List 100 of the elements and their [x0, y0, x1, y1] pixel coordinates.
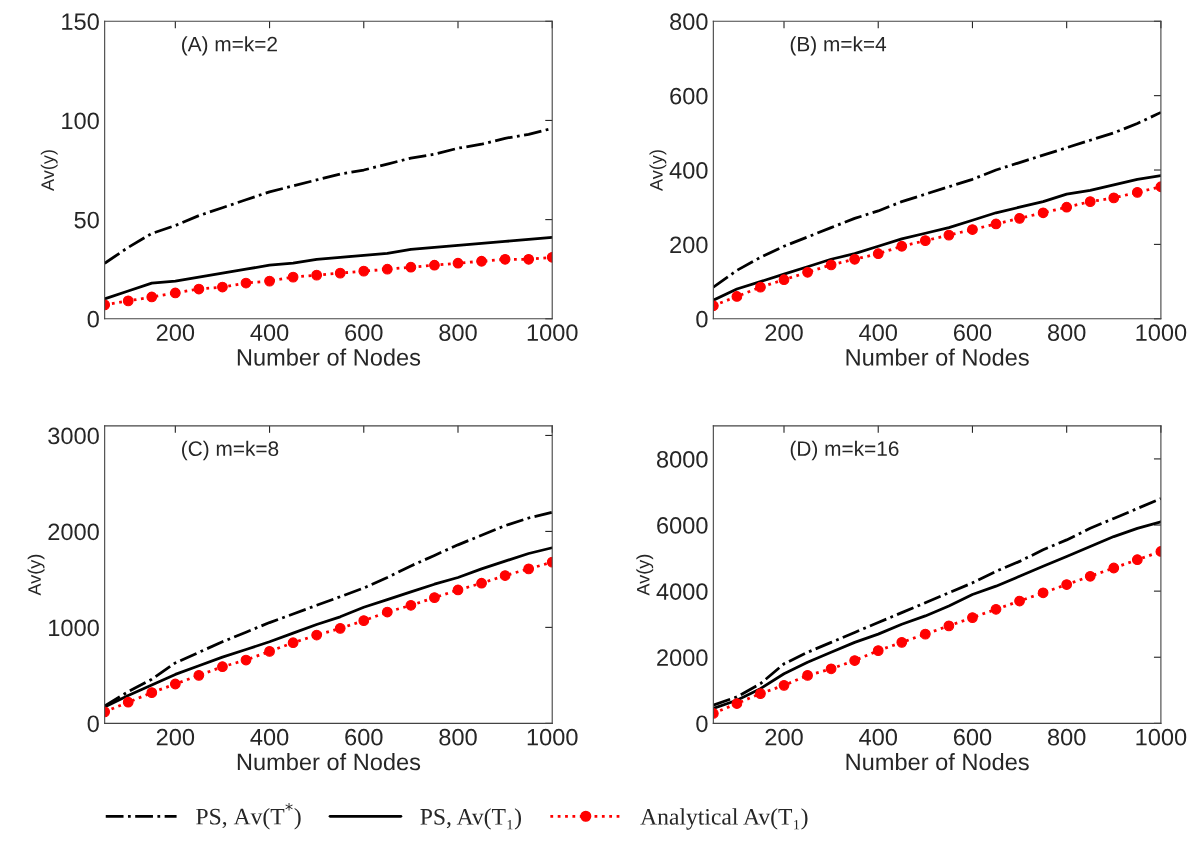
point	[1014, 212, 1025, 224]
x-tick-label: 600	[345, 324, 383, 341]
y-axis-title: Av(y)	[40, 150, 58, 191]
y-axis-title: Av(y)	[27, 554, 45, 596]
point	[943, 229, 955, 241]
point	[311, 269, 323, 281]
annotation: (D) m=k=16	[790, 440, 899, 461]
x-axis-title: Number of Nodes	[846, 753, 1029, 771]
point	[405, 599, 417, 611]
point	[825, 663, 837, 675]
point	[1037, 587, 1049, 599]
point	[311, 629, 323, 641]
y-tick-label: 150	[62, 13, 99, 31]
x-axis-title: Number of Nodes	[237, 348, 421, 366]
point	[287, 271, 299, 283]
point	[264, 646, 275, 657]
point	[755, 281, 766, 293]
point	[169, 287, 181, 299]
y-tick-label: 0	[87, 310, 99, 328]
point	[358, 265, 370, 277]
legend-label: PS, Av(T₁)	[420, 808, 521, 830]
point	[1014, 595, 1025, 607]
point	[1084, 570, 1096, 582]
y-tick-label: 8000	[656, 450, 708, 468]
y-tick-label: 6000	[657, 517, 708, 534]
point	[849, 253, 861, 265]
point	[755, 688, 766, 699]
y-tick-label: 2000	[48, 523, 99, 541]
point	[896, 240, 908, 252]
point	[146, 687, 158, 699]
x-tick-label: 800	[1048, 324, 1086, 341]
point	[872, 248, 884, 260]
y-tick-label: 4000	[656, 583, 708, 600]
point	[122, 295, 134, 307]
point	[967, 224, 978, 235]
point	[1131, 186, 1143, 198]
point	[240, 277, 252, 289]
point	[381, 606, 393, 618]
point	[429, 259, 440, 271]
y-tick-label: 400	[669, 162, 708, 179]
point	[802, 266, 813, 278]
annotation: (C) m=k=8	[182, 440, 279, 461]
x-tick-label: 400	[250, 324, 289, 341]
point	[169, 678, 181, 690]
y-tick-label: 0	[696, 310, 708, 328]
y-tick-label: 50	[74, 211, 99, 229]
point	[217, 281, 228, 293]
line-series	[713, 110, 1161, 289]
point	[1061, 579, 1073, 590]
point	[896, 636, 908, 648]
legend-label: PS, Av(T$^{*}$)	[196, 803, 301, 830]
point	[1037, 207, 1049, 219]
point	[217, 661, 228, 673]
point	[358, 615, 370, 627]
y-tick-label: 3000	[48, 427, 99, 445]
x-tick-label: 600	[953, 324, 992, 341]
y-axis-title: Av(y)	[649, 150, 667, 191]
y-tick-label: 0	[696, 715, 708, 733]
x-tick-label: 200	[765, 324, 803, 341]
point	[429, 592, 440, 604]
point	[778, 679, 790, 691]
point	[193, 669, 205, 681]
x-tick-label: 1000	[1136, 324, 1187, 341]
point	[731, 291, 743, 302]
point	[499, 570, 511, 581]
point	[146, 291, 158, 303]
x-tick-label: 600	[345, 728, 383, 746]
point	[381, 263, 393, 275]
annotation: (B) m=k=4	[790, 36, 887, 56]
point	[943, 620, 955, 632]
point	[1131, 554, 1143, 566]
legend-label: Analytical Av(T₁)	[640, 808, 808, 830]
x-tick-label: 1000	[527, 324, 578, 341]
point	[287, 637, 299, 649]
point	[334, 267, 346, 279]
y-tick-label: 800	[670, 13, 708, 31]
point	[193, 283, 205, 295]
point	[849, 655, 861, 666]
point	[802, 670, 813, 681]
point	[523, 253, 535, 265]
x-tick-label: 400	[250, 728, 289, 746]
y-tick-label: 600	[670, 87, 708, 105]
point	[1108, 192, 1120, 204]
point	[825, 259, 837, 271]
point	[990, 218, 1002, 230]
x-tick-label: 1000	[527, 728, 578, 746]
point	[499, 253, 511, 265]
y-tick-label: 100	[62, 112, 99, 130]
point	[967, 612, 978, 623]
x-tick-label: 200	[156, 324, 195, 341]
point	[122, 696, 134, 708]
y-tick-label: 0	[87, 715, 99, 733]
point	[240, 654, 252, 666]
y-axis-title: Av(y)	[636, 554, 654, 596]
point	[264, 275, 275, 287]
point	[523, 563, 535, 575]
y-tick-label: 2000	[657, 649, 708, 667]
x-axis-title: Number of Nodes	[846, 348, 1029, 366]
x-tick-label: 200	[156, 728, 195, 746]
y-tick-label: 200	[670, 236, 708, 254]
